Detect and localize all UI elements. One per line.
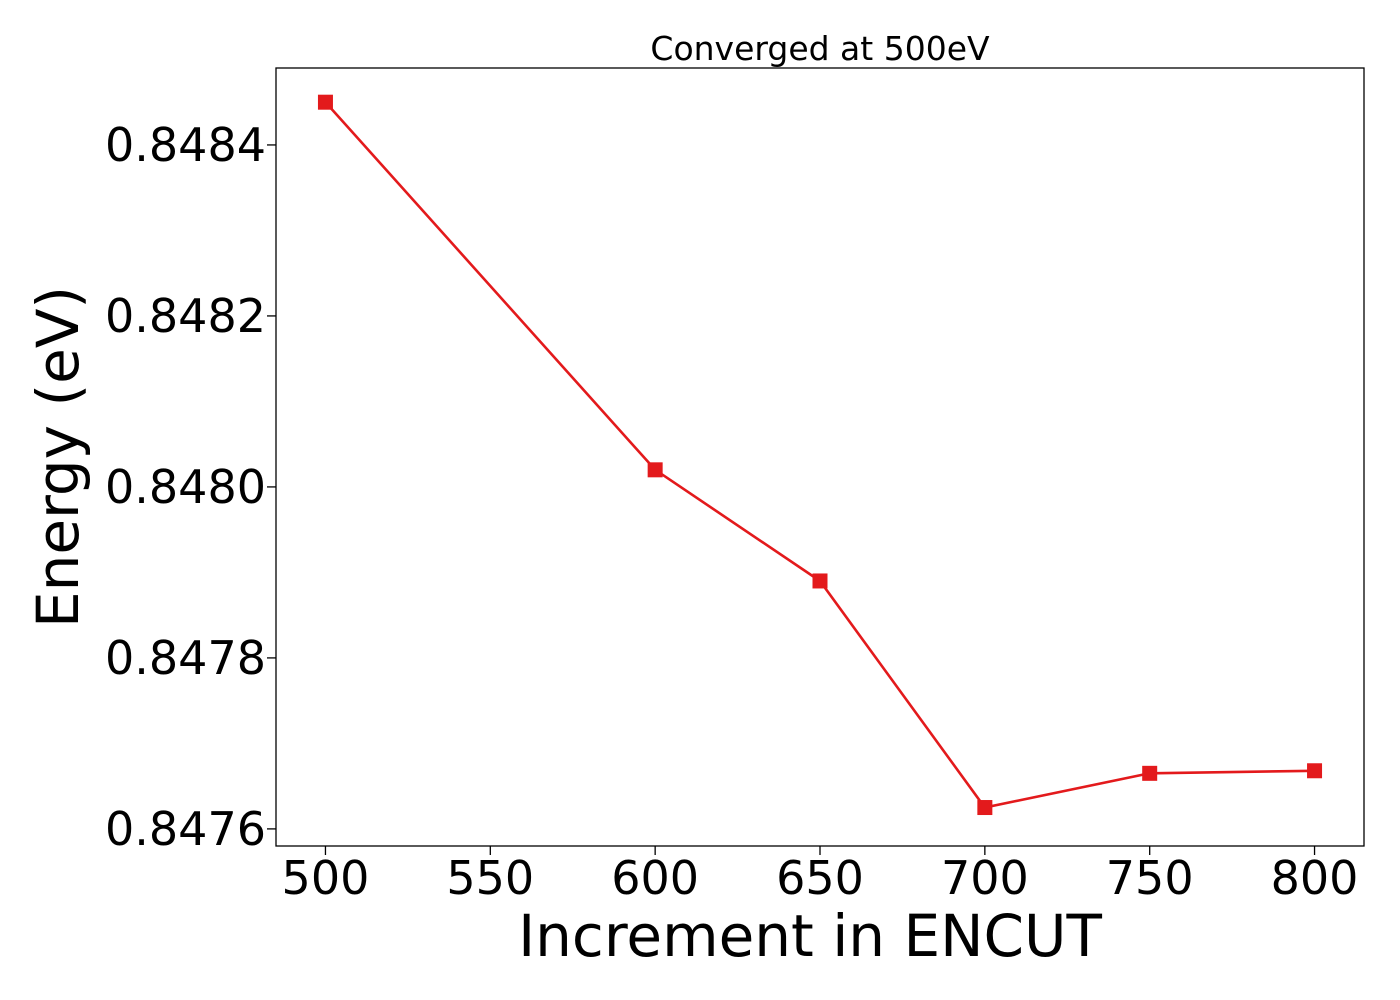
x-tick-label: 550 [446, 851, 534, 905]
y-tick-label: 0.8478 [105, 631, 266, 685]
x-tick-label: 600 [611, 851, 699, 905]
data-point-marker [1307, 763, 1323, 779]
x-tick-label: 700 [941, 851, 1029, 905]
series-line [324, 101, 1315, 809]
plot-area-frame [275, 67, 1365, 847]
y-tick-label: 0.8484 [105, 118, 266, 172]
data-point-marker [647, 462, 663, 478]
x-tick-label: 750 [1106, 851, 1194, 905]
chart-title: Converged at 500eV [650, 29, 990, 68]
y-tick-label: 0.8482 [105, 289, 266, 343]
x-axis-ticks: 500 550 600 650 700 750 800 [282, 846, 1359, 905]
y-tick-label: 0.8476 [105, 802, 266, 856]
data-point-marker [812, 573, 828, 589]
y-axis-ticks: 0.8476 0.8478 0.8480 0.8482 0.8484 [105, 118, 276, 856]
x-axis-title: Increment in ENCUT [518, 902, 1102, 970]
y-axis-title: Energy (eV) [24, 286, 92, 628]
data-point-marker [977, 800, 993, 816]
y-tick-label: 0.8480 [105, 460, 266, 514]
x-tick-label: 800 [1271, 851, 1359, 905]
x-tick-label: 500 [282, 851, 370, 905]
data-point-marker [1142, 765, 1158, 781]
series-layer [317, 94, 1323, 816]
data-point-marker [317, 94, 333, 110]
x-tick-label: 650 [776, 851, 864, 905]
